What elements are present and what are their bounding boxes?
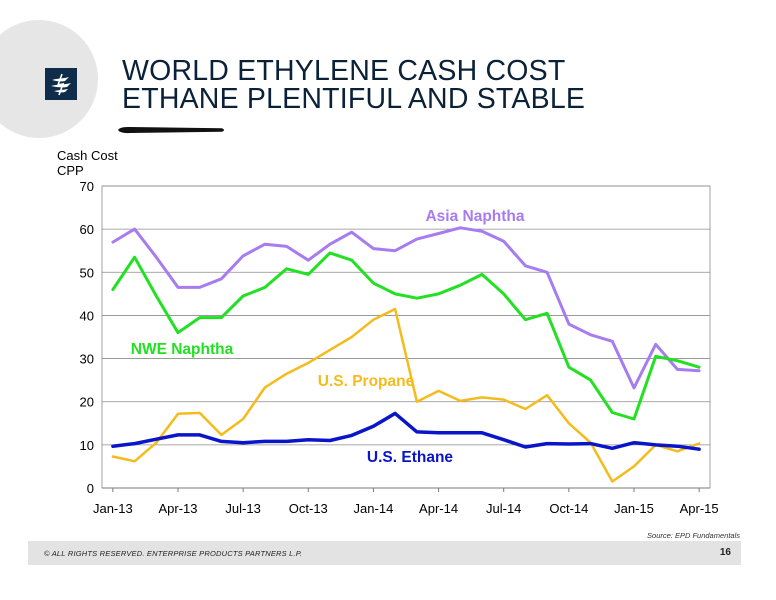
y-tick-label: 70 [80,179,94,194]
y-tick-label: 60 [80,222,94,237]
copyright-text: © ALL RIGHTS RESERVED. ENTERPRISE PRODUC… [44,549,303,558]
series-lines [111,226,701,483]
title-line-2: ETHANE PLENTIFUL AND STABLE [122,83,586,115]
plot-frame [101,185,711,489]
x-tick-label: Jan-13 [93,501,133,516]
page-number: 16 [719,547,731,558]
annotation-u-s-propane: U.S. Propane [318,373,415,390]
x-tick-label: Jul-13 [225,501,260,516]
x-tick-label: Apr-14 [419,501,458,516]
x-tick-label: Apr-15 [680,501,719,516]
enterprise-logo-icon [45,68,77,100]
title-underline [118,126,224,134]
series-annotations: Asia Naphtha NWE Naphtha U.S. Propane U.S. … [131,208,525,466]
y-tick-label: 10 [80,438,94,453]
series-line-asia-naphtha [111,226,701,390]
x-tick-label: Oct-13 [289,501,328,516]
x-tick-label: Jan-14 [354,501,394,516]
y-tick-labels: 0 10 20 30 40 50 60 70 [80,179,94,496]
y-tick-label: 0 [87,481,94,496]
series-line-u-s-ethane [111,411,701,451]
x-tick-label: Oct-14 [549,501,588,516]
x-tick-label: Jan-15 [614,501,654,516]
x-tick-label: Jul-14 [486,501,521,516]
y-tick-label: 30 [80,352,94,367]
annotation-u-s-ethane: U.S. Ethane [367,449,454,466]
logo-bolt-icon [51,73,71,96]
x-tick-labels: Jan-13 Apr-13 Jul-13 Oct-13 Jan-14 Apr-14 Jul-… [93,501,719,516]
annotation-asia-naphtha: Asia Naphtha [425,208,524,225]
y-tick-label: 50 [80,265,94,280]
chart-source: Source: EPD Fundamentals [647,531,740,540]
grid-lines [102,185,710,446]
y-tick-label: 20 [80,395,94,410]
title-line-1: WORLD ETHYLENE CASH COST [122,55,566,87]
chart-axes [101,185,711,492]
x-tick-label: Apr-13 [158,501,197,516]
y-axis-label: Cash Cost CPP [57,148,118,178]
y-axis-label-line: CPP [57,163,84,178]
y-tick-label: 40 [80,308,94,323]
series-line-nwe-naphtha [111,251,701,421]
series-line-u-s-propane [111,307,701,483]
y-axis-label-line: Cash Cost [57,148,118,163]
annotation-nwe-naphtha: NWE Naphtha [131,341,234,358]
page-title: WORLD ETHYLENE CASH COST ETHANE PLENTIFU… [122,55,586,115]
footer-bar: © ALL RIGHTS RESERVED. ENTERPRISE PRODUC… [28,541,741,565]
